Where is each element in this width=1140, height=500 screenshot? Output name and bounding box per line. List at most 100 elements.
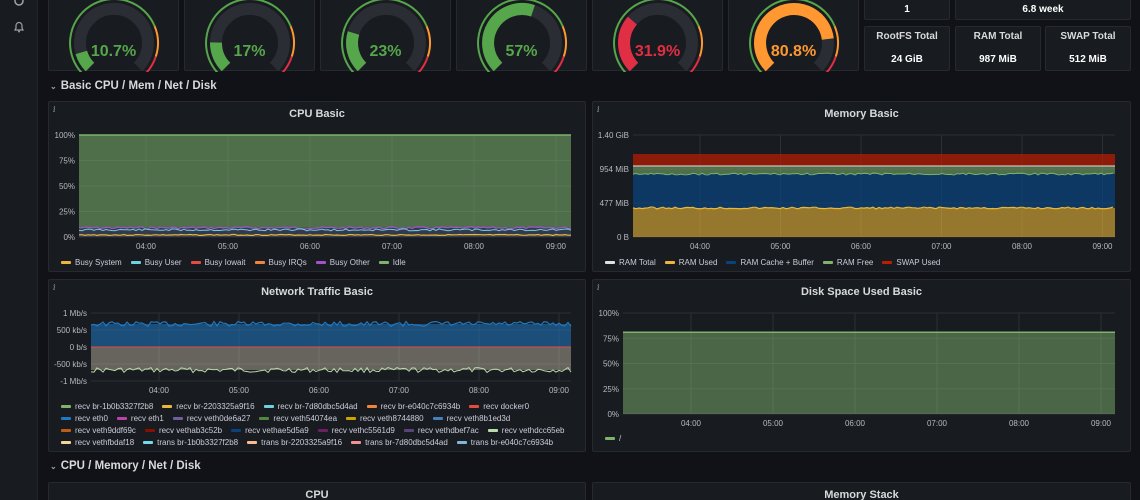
legend-item[interactable]: trans br-7d80dbc5d4ad [351,437,448,449]
x-tick-label: 05:00 [229,386,250,395]
legend-swatch [664,261,675,265]
x-tick-label: 08:00 [1012,242,1033,251]
legend-swatch [254,261,265,265]
recv-area [91,324,571,347]
y-tick-label: -500 kb/s [54,360,87,369]
legend-item[interactable]: recv vethdcc65eb [487,425,565,437]
memory-basic-panel: i Memory Basic 1.40 GiB 954 MiB 477 MiB 0 B… [592,101,1131,272]
legend-item[interactable]: recv veth54074ea [259,413,337,425]
gauge [749,0,839,72]
legend-item[interactable]: trans br-1b0b3327f2b8 [143,437,238,449]
legend-item[interactable]: recv br-e040c7c6934b [366,401,460,413]
legend-item[interactable]: recv vethab3c52b [144,425,222,437]
legend-item[interactable]: recv docker0 [469,401,529,413]
gauge-value-arc [75,50,95,72]
legend-swatch [116,417,127,421]
legend-label: recv veth9ddf69c [75,426,136,435]
legend-item[interactable]: Busy User [130,257,182,269]
legend-swatch [61,429,71,433]
gauge-panel: 31.9% [592,0,723,72]
y-tick-label: -1 Mb/s [60,377,87,386]
gauge [341,0,431,72]
gauge-threshold-red [825,56,837,72]
info-icon[interactable]: i [53,105,56,114]
gauge-threshold-green [613,0,700,72]
y-tick-label: 25% [59,208,75,217]
legend-swatch [172,417,183,421]
legend-label: recv eth0 [75,414,108,423]
legend-item[interactable]: Busy System [61,257,122,269]
legend-item[interactable]: SWAP Used [882,257,940,269]
info-icon[interactable]: i [53,283,56,292]
legend-item[interactable]: recv br-1b0b3327f2b8 [61,401,153,413]
gauge-panel: 10.7% [48,0,179,72]
legend-label: Idle [392,258,406,267]
legend-item[interactable]: trans br-2203325a9f16 [247,437,342,449]
row-cpu-memory-title: CPU / Memory / Net / Disk [60,460,201,472]
gauge-panel: 23% [320,0,451,72]
legend-item[interactable]: Busy IRQs [254,257,307,269]
gauge [205,0,295,72]
legend-swatch [315,261,326,265]
row-basic[interactable]: ⌄ Basic CPU / Mem / Net / Disk [50,80,217,92]
y-tick-label: 25% [603,385,619,394]
gauge-value-arc [346,31,367,72]
cpu-title: CPU [305,489,329,500]
gauge-threshold-orange [697,25,703,57]
row-cpu-memory[interactable]: ⌄ CPU / Memory / Net / Disk [50,460,201,472]
legend-item[interactable]: RAM Used [664,257,717,269]
legend-swatch [61,405,71,409]
gauge [477,0,567,72]
legend-item[interactable]: recv br-2203325a9f16 [162,401,255,413]
settings-icon[interactable] [12,0,26,8]
cpu-basic-title: CPU Basic [289,108,345,120]
memory-basic-chart: 1.40 GiB 954 MiB 477 MiB 0 B 04:00 05:00 06:00… [598,131,1115,251]
legend-item[interactable]: recv vethfbdaf18 [61,437,134,449]
legend-item[interactable]: / [605,433,621,445]
y-tick-label: 477 MiB [600,199,629,208]
gauge-threshold-green [205,0,292,72]
legend-item[interactable]: recv vethdbef7ac [403,425,479,437]
legend-item[interactable]: RAM Free [822,257,873,269]
gauge-threshold-green [341,0,428,72]
x-tick-label: 04:00 [149,386,170,395]
legend-item[interactable]: RAM Cache + Buffer [726,257,814,269]
legend-item[interactable]: recv veth0de6a27 [172,413,250,425]
y-tick-label: 1.40 GiB [598,131,629,140]
memory-basic-legend: RAM Total RAM Used RAM Cache + Buffer RAM F… [605,257,949,269]
gauge-threshold-red [553,56,565,72]
legend-label: trans br-2203325a9f16 [261,438,343,447]
legend-item[interactable]: recv vethc5561d9 [317,425,395,437]
x-tick-label: 06:00 [845,419,866,428]
legend-swatch [61,441,71,445]
legend-swatch [130,261,141,265]
legend-item[interactable]: Busy Other [315,257,370,269]
legend-item[interactable]: RAM Total [605,257,656,269]
bell-icon[interactable] [12,20,26,34]
legend-item[interactable]: recv veth8744880 [346,413,424,425]
memory-stack-title: Memory Stack [824,489,899,500]
legend-item[interactable]: recv br-7d80dbc5d4ad [263,401,358,413]
gauge-threshold-orange [153,25,159,57]
legend-label: Busy IRQs [268,258,307,267]
legend-item[interactable]: recv veth8b1ed3d [432,413,510,425]
gauge-value-arc [754,2,834,72]
x-tick-label: 08:00 [1009,419,1030,428]
info-icon[interactable]: i [597,283,600,292]
y-tick-label: 100% [599,309,619,318]
legend-item[interactable]: trans br-e040c7c6934b [456,437,553,449]
row-basic-title: Basic CPU / Mem / Net / Disk [60,80,217,92]
legend-item[interactable]: Busy Iowait [190,257,246,269]
legend-item[interactable]: Idle [378,257,406,269]
legend-swatch [317,429,328,433]
legend-item[interactable]: recv eth1 [116,413,164,425]
trans-line [90,366,572,374]
info-icon[interactable]: i [597,105,600,114]
legend-item[interactable]: recv eth0 [61,413,108,425]
chevron-down-icon: ⌄ [50,82,57,91]
x-tick-label: 09:00 [1091,419,1112,428]
legend-item[interactable]: recv vethae5d5a9 [231,425,309,437]
x-tick-label: 05:00 [770,242,791,251]
gauge-threshold-green [69,0,156,72]
legend-item[interactable]: recv veth9ddf69c [61,425,136,437]
